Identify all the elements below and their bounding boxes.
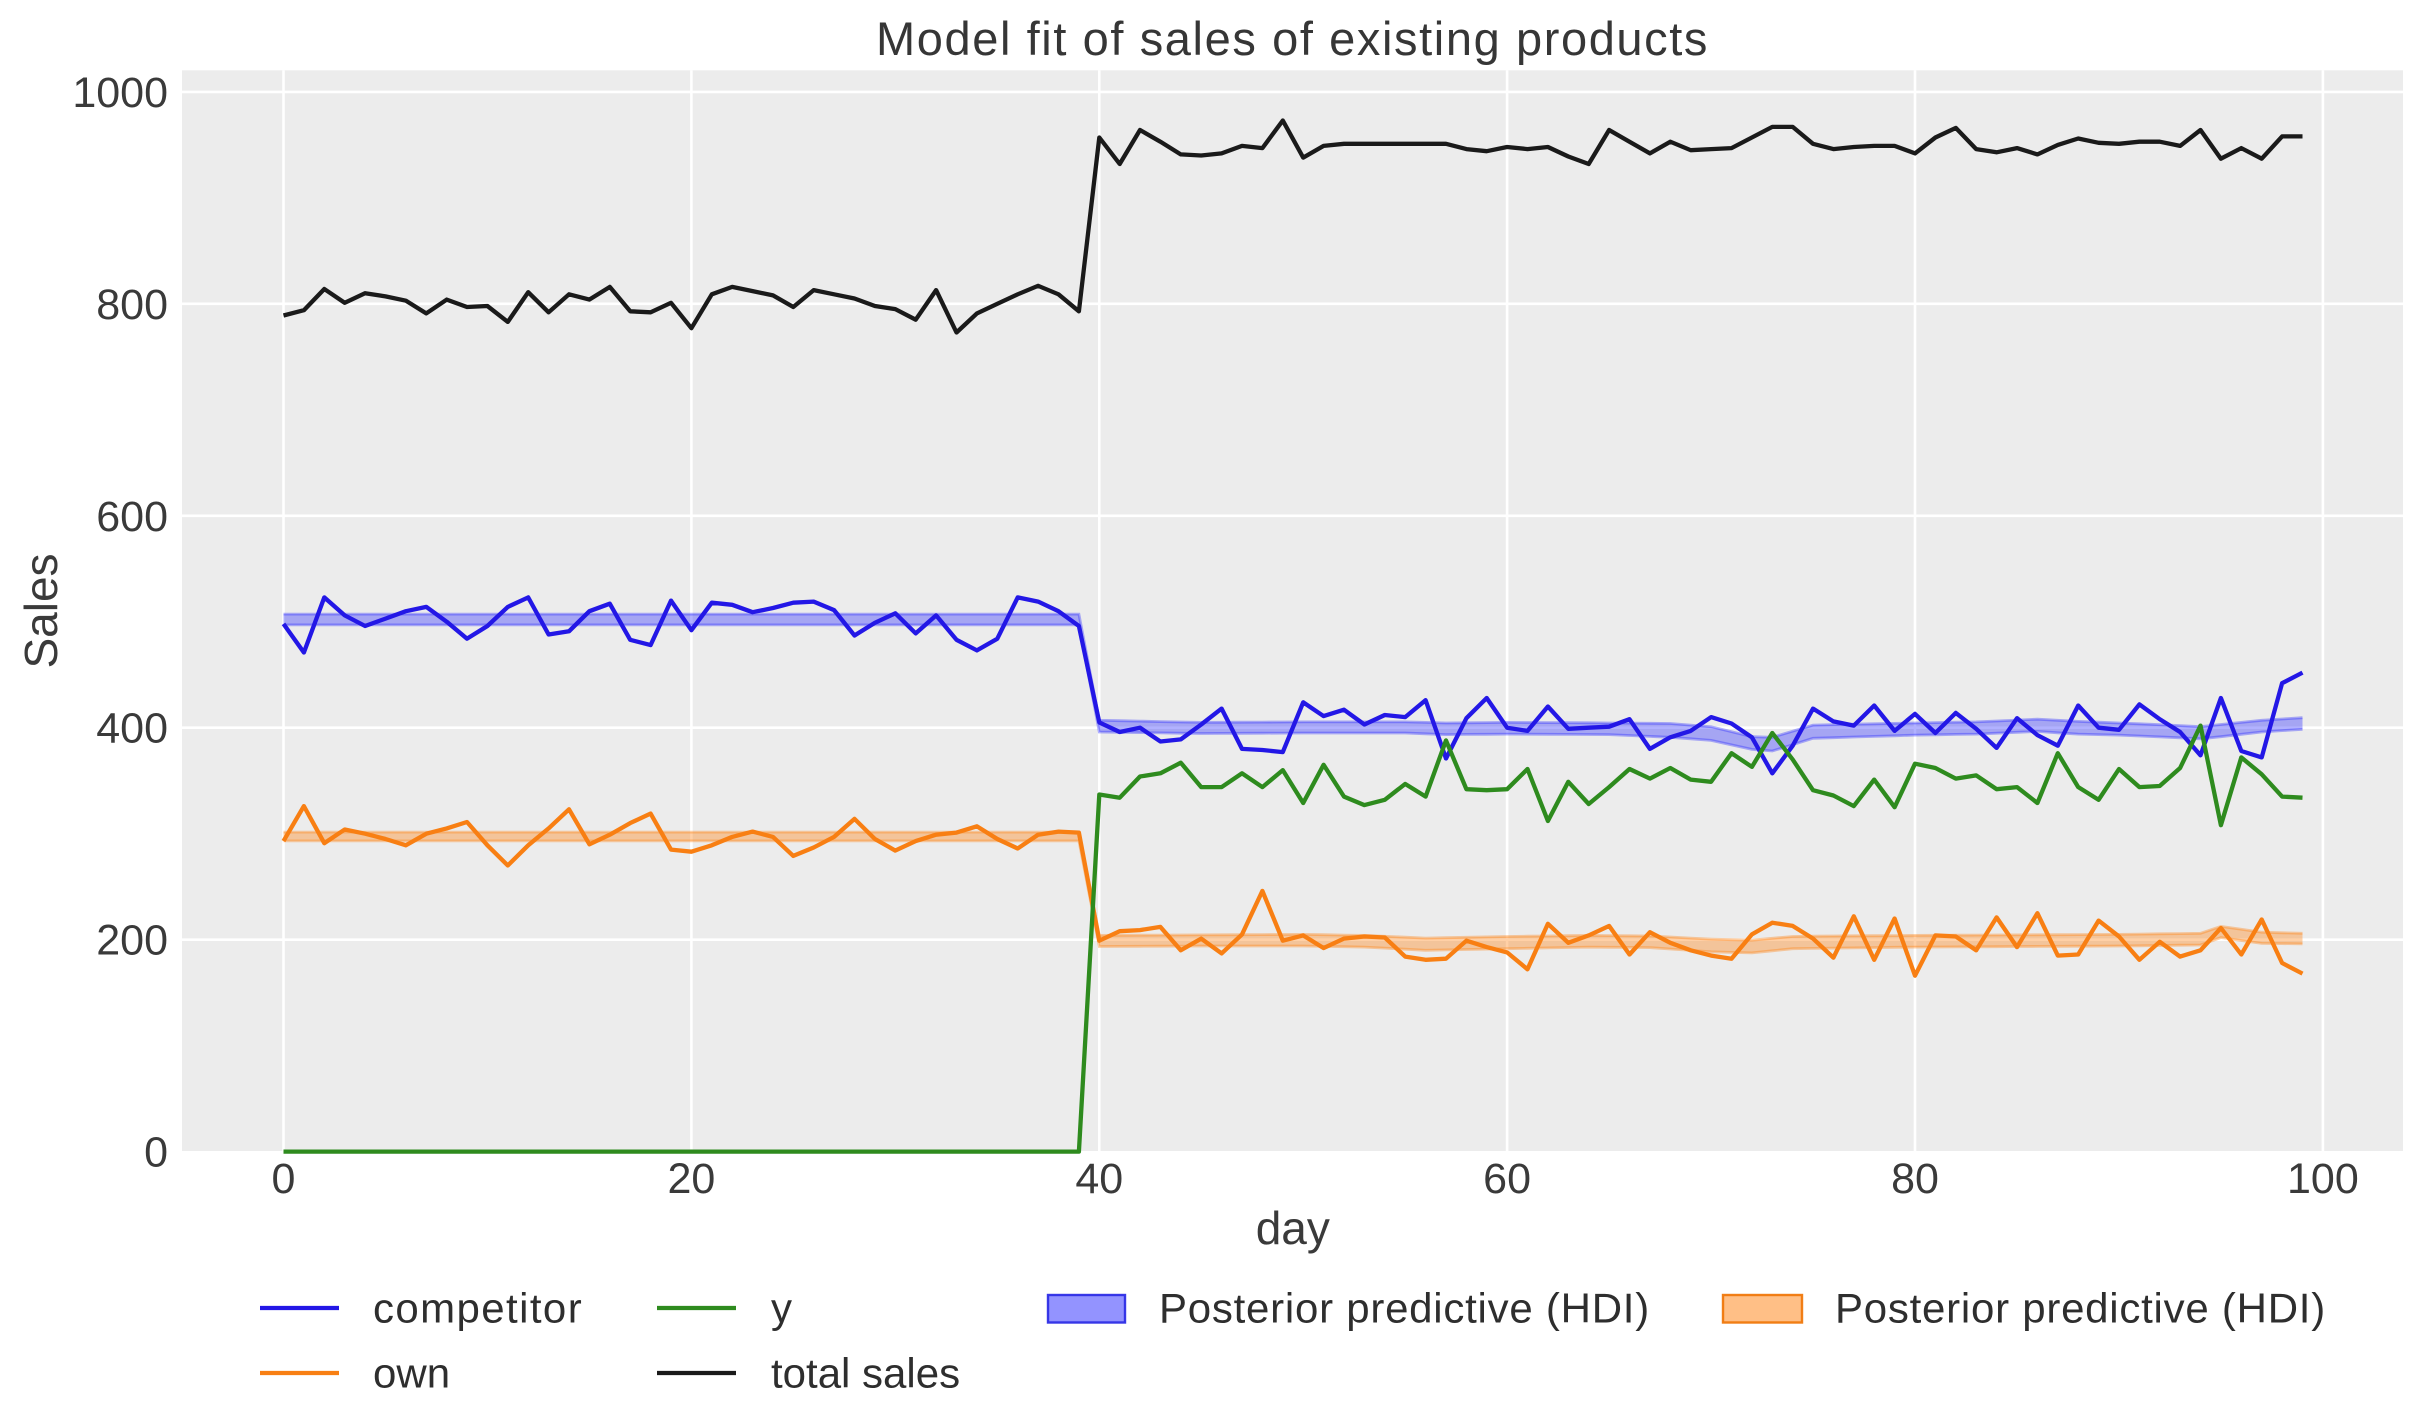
svg-text:Sales: Sales [15, 553, 67, 668]
svg-text:800: 800 [96, 281, 168, 329]
svg-text:20: 20 [667, 1155, 715, 1203]
svg-text:100: 100 [2287, 1155, 2359, 1203]
svg-text:600: 600 [96, 493, 168, 541]
svg-text:day: day [1256, 1202, 1330, 1254]
svg-text:80: 80 [1891, 1155, 1939, 1203]
svg-text:Posterior predictive (HDI): Posterior predictive (HDI) [1835, 1285, 2326, 1332]
svg-text:400: 400 [96, 705, 168, 753]
svg-text:total sales: total sales [771, 1350, 960, 1397]
svg-text:y: y [771, 1285, 792, 1332]
svg-text:competitor: competitor [373, 1285, 583, 1332]
svg-text:0: 0 [272, 1155, 296, 1203]
svg-text:Model fit of sales of existing: Model fit of sales of existing products [876, 12, 1709, 65]
svg-text:60: 60 [1483, 1155, 1531, 1203]
svg-text:Posterior predictive (HDI): Posterior predictive (HDI) [1159, 1285, 1650, 1332]
svg-text:200: 200 [96, 917, 168, 965]
svg-text:0: 0 [144, 1129, 168, 1177]
svg-text:1000: 1000 [72, 69, 168, 117]
svg-text:40: 40 [1075, 1155, 1123, 1203]
svg-text:own: own [373, 1350, 450, 1397]
